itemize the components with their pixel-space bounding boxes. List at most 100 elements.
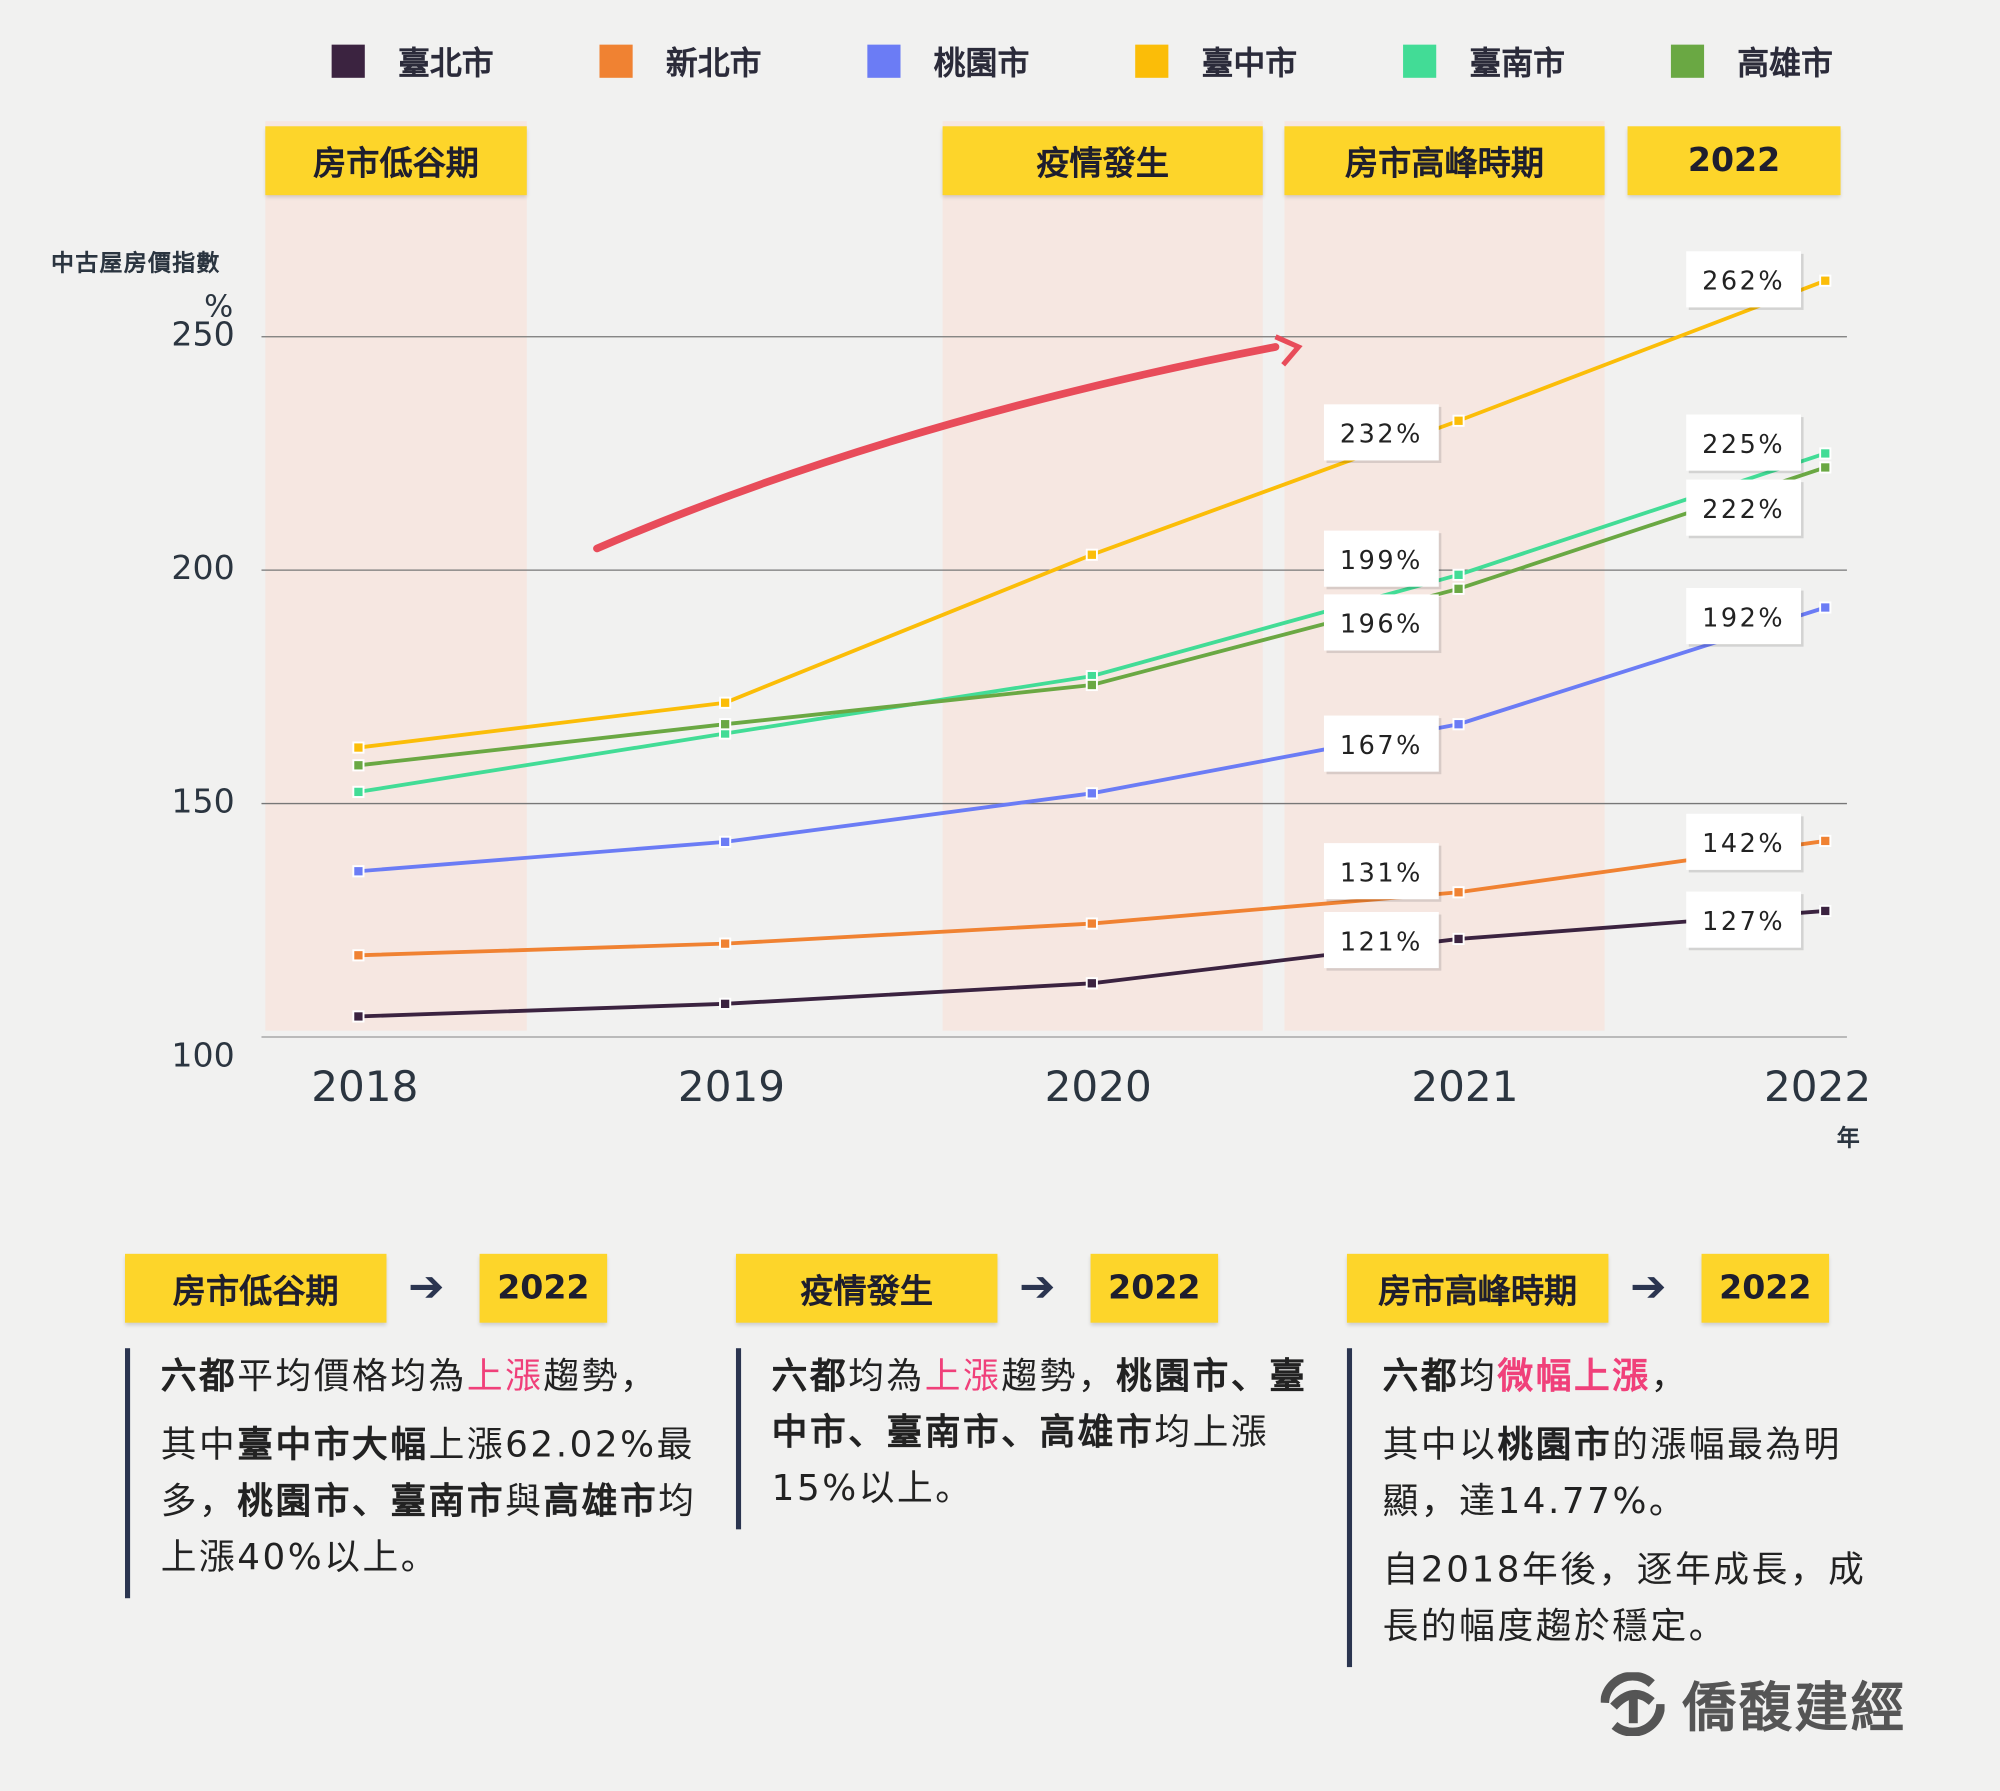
legend-item: 桃園市 [867, 38, 1029, 84]
data-label-text: 142% [1702, 829, 1785, 859]
summary-paragraph: 六都平均價格均為上漲趨勢， [161, 1348, 709, 1404]
y-tick-label: 200 [171, 549, 235, 589]
text-segment: 的漲幅最為明顯，達14.77%。 [1382, 1423, 1842, 1522]
legend-swatch [1403, 44, 1437, 78]
legend-swatch [1670, 44, 1705, 78]
from-period: 房市低谷期 [124, 1253, 387, 1323]
text-segment: 均上漲40%以上。 [160, 1479, 697, 1578]
data-point [1452, 582, 1465, 595]
data-point [1819, 274, 1832, 287]
legend-swatch [331, 44, 365, 78]
text-segment: 上漲 [924, 1354, 1002, 1397]
text-segment: ， [1650, 1354, 1689, 1397]
x-axis-unit: 年 [1836, 1124, 1860, 1152]
period-band [265, 121, 527, 1031]
period-band [942, 121, 1263, 1031]
summary-text: 六都均為上漲趨勢，桃園市、臺中市、臺南市、高雄市均上漲15%以上。 [735, 1348, 1320, 1530]
data-label: 127% [1686, 891, 1804, 951]
text-segment: 平均價格均為 [237, 1354, 467, 1397]
data-point [719, 835, 732, 848]
data-point [1819, 601, 1832, 614]
text-segment: 六都 [160, 1354, 238, 1397]
data-point [719, 997, 732, 1010]
arrow-right-icon: ➔ [1019, 1261, 1056, 1313]
text-segment: 微幅上漲 [1497, 1354, 1651, 1397]
legend-label: 高雄市 [1737, 44, 1833, 82]
data-label: 142% [1686, 813, 1804, 873]
from-period: 房市高峰時期 [1346, 1253, 1609, 1323]
arrow-right-icon: ➔ [408, 1261, 445, 1313]
text-segment: 趨勢， [543, 1354, 659, 1397]
data-point [1819, 834, 1832, 847]
period-label: 2022 [1627, 126, 1841, 196]
text-segment: 臺中市大幅 [237, 1423, 429, 1466]
data-point [1452, 568, 1465, 581]
text-segment: 高雄市 [543, 1479, 659, 1522]
trend-arrow-head [1274, 334, 1303, 367]
legend-label: 臺中市 [1201, 44, 1298, 82]
arrow-right-icon: ➔ [1630, 1261, 1667, 1313]
text-segment: 其中以 [1382, 1423, 1498, 1466]
data-point [1085, 917, 1098, 930]
x-tick-label: 2021 [1411, 1061, 1519, 1111]
data-label: 232% [1323, 404, 1442, 464]
x-tick-label: 2018 [311, 1061, 419, 1111]
y-axis-unit: % [204, 288, 234, 324]
data-point [352, 785, 365, 798]
summary-paragraph: 其中以桃園市的漲幅最為明顯，達14.77%。 [1383, 1417, 1900, 1529]
data-label: 262% [1686, 251, 1804, 310]
to-period: 2022 [479, 1253, 608, 1323]
y-tick-label: 150 [171, 783, 235, 822]
data-point [1452, 886, 1465, 899]
text-segment: 桃園市、臺南市 [237, 1479, 506, 1522]
data-point [719, 937, 732, 950]
data-point [1819, 904, 1832, 918]
data-label: 167% [1323, 715, 1442, 775]
y-tick-label: 250 [171, 316, 235, 355]
data-label-text: 232% [1340, 420, 1423, 450]
legend-label: 桃園市 [933, 44, 1030, 82]
text-segment: 趨勢， [1001, 1354, 1117, 1397]
summary-text: 六都均微幅上漲， 其中以桃園市的漲幅最為明顯，達14.77%。自2018年後，逐年… [1346, 1348, 1900, 1668]
legend-swatch [599, 44, 633, 78]
text-segment: 均上漲15%以上。 [771, 1410, 1270, 1509]
data-label-text: 199% [1340, 546, 1423, 576]
data-point [1085, 548, 1098, 561]
legend-swatch [1135, 44, 1169, 78]
data-label-text: 167% [1340, 731, 1423, 761]
data-point [352, 949, 365, 962]
text-segment: 自2018年後，逐年成長，成長的幅度趨於穩定。 [1382, 1548, 1867, 1647]
summary-paragraph: 六都均微幅上漲， [1383, 1348, 1900, 1404]
legend-item: 高雄市 [1670, 38, 1833, 84]
period-label: 房市高峰時期 [1284, 126, 1605, 196]
summary-paragraph: 自2018年後，逐年成長，成長的幅度趨於穩定。 [1383, 1542, 1900, 1654]
data-label-text: 127% [1702, 907, 1785, 937]
summary-text: 六都平均價格均為上漲趨勢， 其中臺中市大幅上漲62.02%最多，桃園市、臺南市與高… [124, 1348, 709, 1599]
data-point [1085, 678, 1098, 692]
data-label: 196% [1323, 594, 1442, 654]
x-tick-label: 2020 [1044, 1061, 1152, 1111]
data-label: 131% [1323, 843, 1442, 902]
data-point [719, 696, 732, 709]
from-period: 疫情發生 [735, 1253, 998, 1323]
summary-paragraph: 六都均為上漲趨勢，桃園市、臺中市、臺南市、高雄市均上漲15%以上。 [772, 1348, 1320, 1516]
data-point [719, 718, 732, 731]
y-tick-label: 100 [171, 1036, 235, 1076]
logo-text: 僑馥建經 [1682, 1676, 1907, 1739]
legend-label: 臺北市 [397, 44, 494, 82]
logo: 僑馥建經 [1600, 1665, 1907, 1743]
data-point [1819, 447, 1832, 460]
line-chart: 121% 127% 131% 142% 167% 192% 232% 262% 199% 225%… [261, 121, 1847, 1038]
data-label: 121% [1323, 911, 1442, 971]
data-label: 199% [1323, 530, 1442, 590]
text-segment: 六都 [771, 1354, 849, 1397]
legend-item: 臺南市 [1403, 38, 1565, 84]
y-axis-title: 中古屋房價指數 [51, 249, 221, 277]
text-segment: 其中 [160, 1423, 238, 1466]
data-label-text: 196% [1340, 610, 1423, 640]
data-point [352, 865, 365, 878]
legend-label: 臺南市 [1469, 44, 1566, 82]
data-point [1085, 787, 1098, 800]
period-label: 疫情發生 [942, 126, 1263, 196]
text-segment: 均為 [848, 1354, 925, 1397]
